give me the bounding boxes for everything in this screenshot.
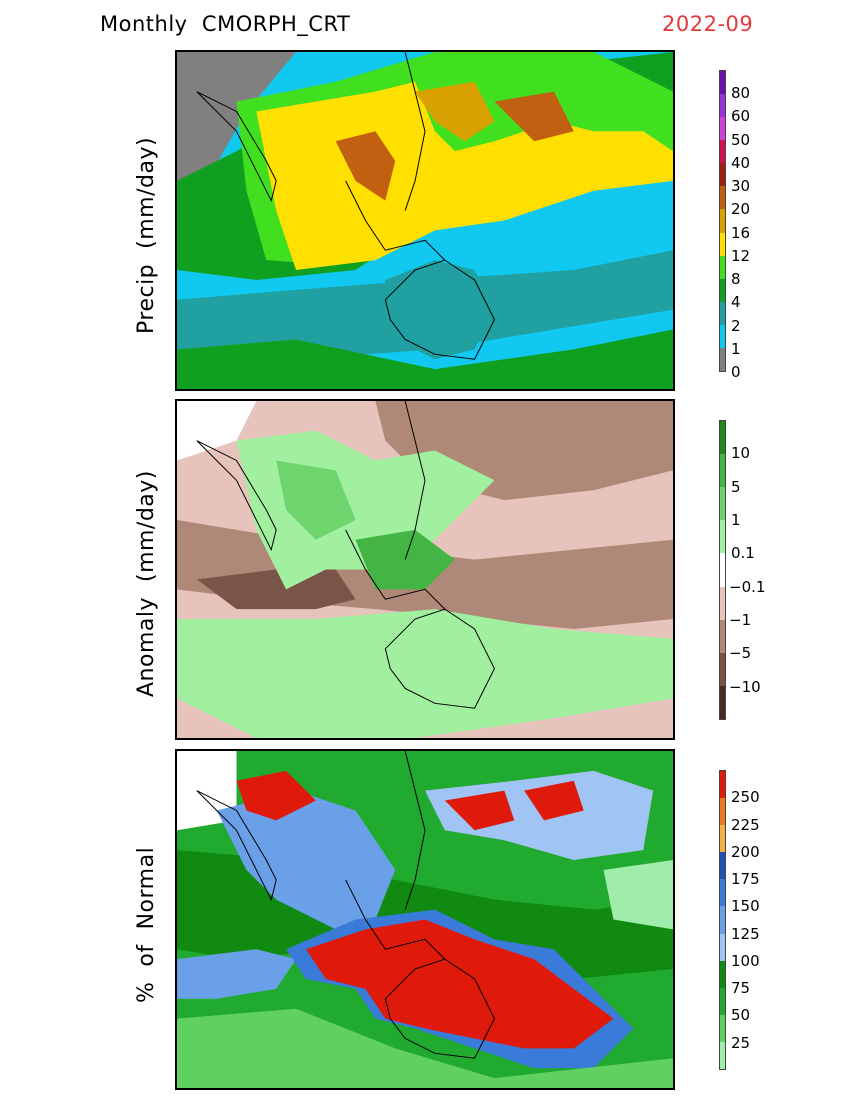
- colorbar-tick-label: 0.1: [731, 544, 755, 563]
- colorbar-swatch: [720, 960, 725, 988]
- colorbar-tick-label: 16: [731, 223, 751, 242]
- colorbar-swatch: [720, 163, 725, 187]
- colorbar-tick-label: 50: [731, 130, 751, 149]
- colorbar-tick-label: −1: [729, 611, 752, 629]
- colorbar-swatch: [720, 278, 725, 302]
- colorbar-tick-label: 50: [731, 1006, 751, 1025]
- map-title: Monthly CMORPH_CRT: [100, 12, 351, 36]
- colorbar-tick-label: 175: [731, 870, 760, 889]
- colorbar-swatch: [720, 879, 725, 907]
- map-date: 2022-09: [662, 12, 754, 36]
- anomaly-axis-label: Anomaly (mm/day): [134, 470, 159, 697]
- colorbar-tick-label: 2: [731, 316, 741, 335]
- colorbar-tick-label: 0: [731, 363, 741, 381]
- colorbar-tick-label: 80: [731, 84, 751, 103]
- colorbar-swatch: [720, 987, 725, 1015]
- colorbar-swatch: [720, 71, 725, 95]
- colorbar-swatch: [720, 255, 725, 279]
- percent-axis-label: % of Normal: [134, 846, 159, 1003]
- colorbar-tick-label: 8: [731, 270, 741, 289]
- colorbar-swatch: [720, 906, 725, 934]
- colorbar-swatch: [720, 825, 725, 853]
- colorbar-swatch: [720, 186, 725, 210]
- colorbar-swatch: [720, 232, 725, 256]
- colorbar-swatch: [720, 771, 725, 799]
- colorbar-tick-label: 100: [731, 951, 760, 970]
- colorbar-tick-label: 1: [731, 511, 741, 529]
- colorbar-tick-label: −10: [729, 677, 761, 696]
- colorbar-tick-label: 125: [731, 924, 760, 943]
- precip-map: [175, 50, 675, 391]
- percent-map: [175, 749, 675, 1090]
- colorbar-tick-label: 60: [731, 107, 751, 126]
- colorbar-tick-label: −0.1: [729, 577, 766, 596]
- precip-axis-label: Precip (mm/day): [134, 136, 159, 334]
- anomaly-map-image: [177, 401, 673, 738]
- colorbar-tick-label: 150: [731, 897, 760, 916]
- colorbar-tick-label: 40: [731, 153, 751, 172]
- colorbar-swatch: [720, 798, 725, 826]
- colorbar-tick-label: 4: [731, 293, 741, 312]
- percent-map-image: [177, 751, 673, 1088]
- colorbar-swatch: [720, 301, 725, 325]
- colorbar-swatch: [720, 553, 725, 587]
- colorbar-swatch: [720, 94, 725, 118]
- colorbar-swatch: [720, 209, 725, 233]
- percent-colorbar: [719, 770, 726, 1070]
- colorbar-swatch: [720, 140, 725, 164]
- colorbar-swatch: [720, 586, 725, 620]
- colorbar-swatch: [720, 852, 725, 880]
- colorbar-tick-label: 75: [731, 979, 751, 998]
- colorbar-tick-label: 5: [731, 477, 741, 496]
- colorbar-swatch: [720, 324, 725, 348]
- precip-colorbar: [719, 70, 726, 372]
- colorbar-swatch: [720, 652, 725, 686]
- colorbar-swatch: [720, 117, 725, 141]
- colorbar-tick-label: 1: [731, 339, 741, 358]
- precip-map-image: [177, 52, 673, 389]
- colorbar-swatch: [720, 685, 725, 719]
- colorbar-tick-label: 10: [731, 444, 751, 463]
- colorbar-tick-label: 20: [731, 200, 751, 219]
- anomaly-colorbar: [719, 420, 726, 720]
- colorbar-swatch: [720, 933, 725, 961]
- colorbar-swatch: [720, 1041, 725, 1070]
- colorbar-tick-label: 225: [731, 815, 760, 834]
- colorbar-swatch: [720, 421, 725, 455]
- colorbar-swatch: [720, 347, 725, 372]
- colorbar-tick-label: 250: [731, 788, 760, 807]
- colorbar-tick-label: 25: [731, 1033, 751, 1052]
- colorbar-swatch: [720, 520, 725, 554]
- colorbar-swatch: [720, 487, 725, 521]
- colorbar-tick-label: 30: [731, 177, 751, 196]
- anomaly-map: [175, 399, 675, 740]
- colorbar-tick-label: −5: [729, 644, 752, 663]
- colorbar-tick-label: 12: [731, 246, 751, 265]
- colorbar-swatch: [720, 619, 725, 653]
- colorbar-tick-label: 200: [731, 842, 760, 861]
- colorbar-swatch: [720, 454, 725, 488]
- colorbar-swatch: [720, 1014, 725, 1042]
